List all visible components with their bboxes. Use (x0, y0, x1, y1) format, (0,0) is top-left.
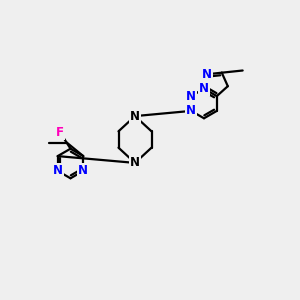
Text: N: N (53, 164, 63, 177)
Text: N: N (186, 90, 196, 103)
Text: N: N (130, 156, 140, 170)
Text: F: F (56, 126, 64, 139)
Text: N: N (199, 82, 209, 95)
Text: N: N (202, 68, 212, 81)
Text: N: N (186, 104, 196, 117)
Text: N: N (130, 110, 140, 123)
Text: N: N (78, 164, 88, 177)
